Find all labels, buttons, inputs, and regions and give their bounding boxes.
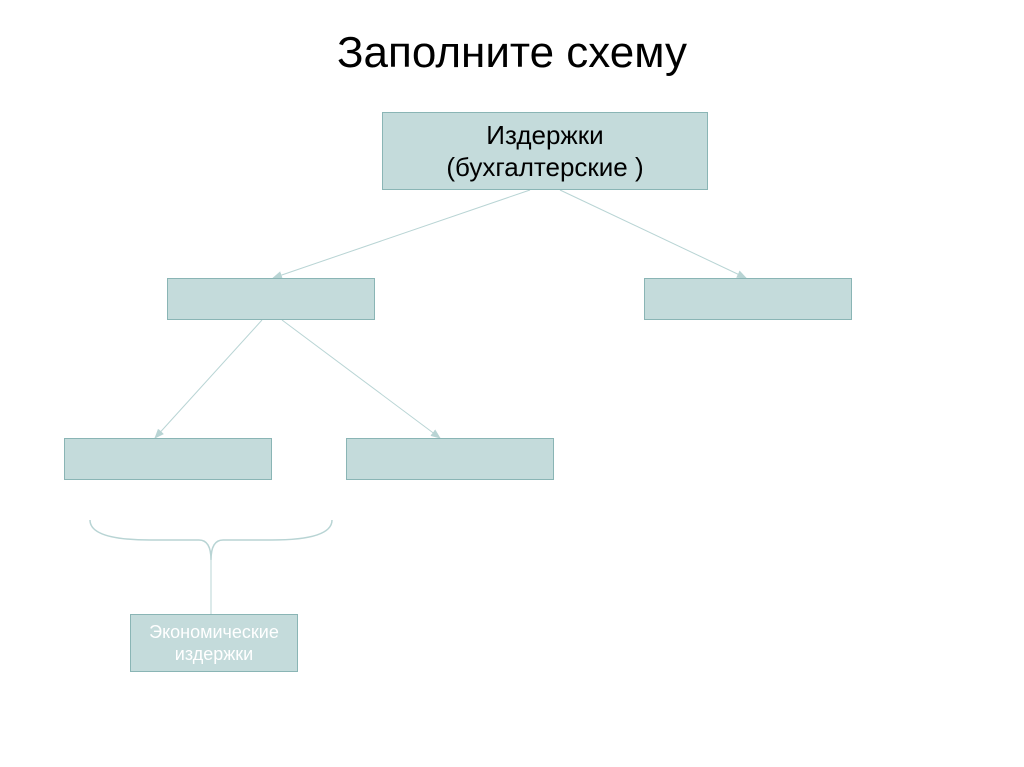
slide-title: Заполните схему [0, 28, 1024, 78]
node-label-root: Издержки (бухгалтерские ) [383, 119, 707, 184]
brace-connector [90, 520, 332, 560]
slide-title-text: Заполните схему [337, 28, 687, 77]
edge-root-child-right [560, 190, 746, 278]
node-child-right [644, 278, 852, 320]
node-leaf: Экономические издержки [130, 614, 298, 672]
node-root: Издержки (бухгалтерские ) [382, 112, 708, 190]
node-grand-right [346, 438, 554, 480]
node-grand-left [64, 438, 272, 480]
edge-child-left-grand-left [155, 320, 262, 438]
edge-root-child-left [273, 190, 530, 278]
node-label-leaf: Экономические издержки [131, 621, 297, 666]
edge-child-left-grand-right [282, 320, 440, 438]
node-child-left [167, 278, 375, 320]
brace-group [90, 520, 332, 614]
